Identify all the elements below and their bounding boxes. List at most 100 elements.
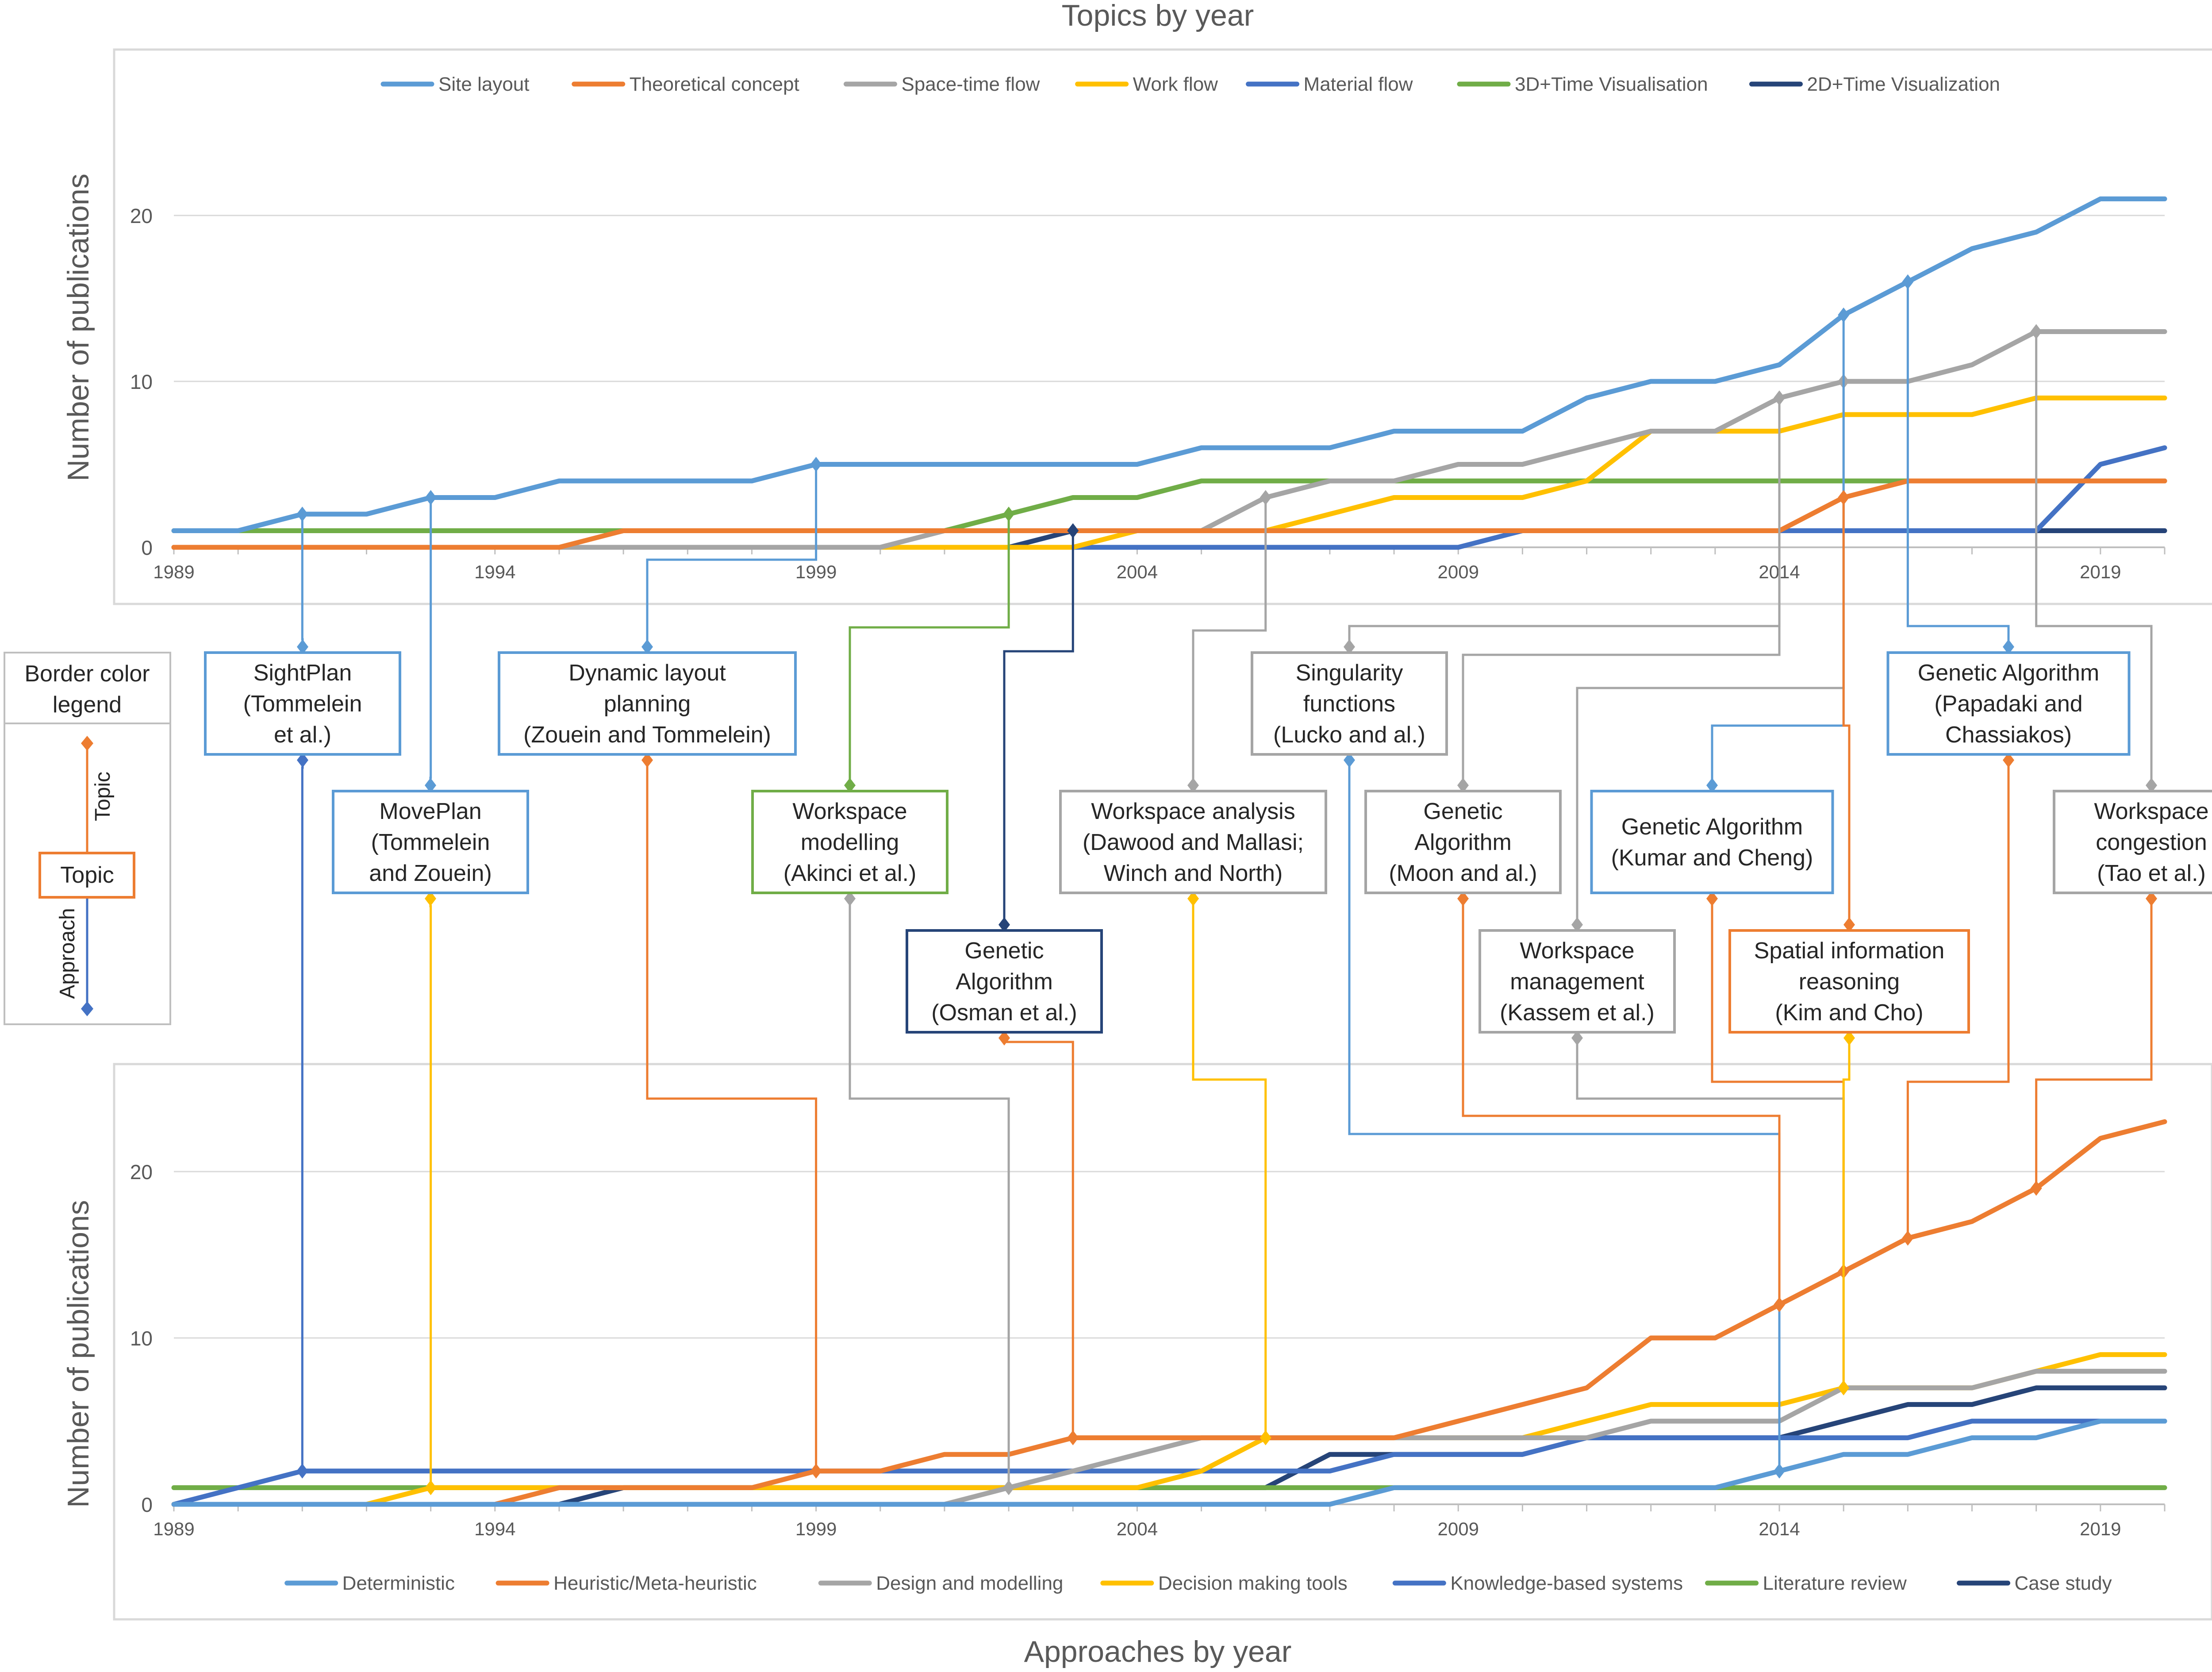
annotation-box-13-line-1: Workspace: [2094, 799, 2208, 824]
annotation-box-3: [498, 651, 797, 756]
connector-bottom-diamond-11: [1838, 1380, 1850, 1395]
connector-box-top-diamond-9: [1571, 917, 1583, 932]
annotation-box-5-line-3: (Osman et al.): [931, 1000, 1077, 1026]
connector-bottom-diamond-3: [810, 1463, 822, 1479]
annotation-box-10-line-1: Genetic Algorithm: [1621, 814, 1803, 840]
connector-bottom-3: [646, 754, 818, 1471]
top-y-tick-label-0: 0: [141, 536, 153, 559]
top-x-tick-label-2004: 2004: [1117, 561, 1158, 582]
connector-bottom-11: [1842, 1032, 1851, 1388]
annotation-box-8: [1364, 790, 1562, 894]
annotation-box-9-line-2: management: [1510, 969, 1644, 995]
connector-top-8: [1462, 398, 1781, 791]
connector-box-top-diamond-11: [1843, 917, 1855, 932]
bottom-series-line-heuristic-meta-heuristic: [171, 1119, 2167, 1507]
connector-bottom-1: [301, 754, 304, 1471]
top-chart-ylabel: Number of publications: [61, 173, 95, 481]
top-y-tick-label-10: 10: [130, 370, 153, 393]
connector-box-bottom-diamond-6: [1187, 891, 1199, 906]
top-legend-label-space-time-flow: Space-time flow: [901, 73, 1040, 95]
bottom-legend-label-case-study: Case study: [2015, 1572, 2112, 1594]
bottom-legend-label-knowledge-based-systems: Knowledge-based systems: [1450, 1572, 1683, 1594]
annotation-box-10: [1590, 790, 1834, 894]
annotation-box-3-line-3: (Zouein and Tommelein): [523, 722, 771, 748]
legend-approach-diamond: [81, 1001, 93, 1016]
annotation-box-4-line-1: Workspace: [792, 799, 907, 824]
annotation-box-7: [1251, 651, 1448, 756]
connector-box-top-diamond-2: [425, 778, 436, 793]
top-x-tick-label-1999: 1999: [795, 561, 837, 582]
annotation-box-8-line-2: Algorithm: [1414, 830, 1512, 855]
annotation-box-11: [1728, 929, 1970, 1034]
connector-box-top-diamond-5: [998, 917, 1010, 932]
annotation-box-9-line-1: Workspace: [1520, 938, 1634, 964]
connector-top-13: [2035, 331, 2153, 791]
annotation-box-11-line-1: Spatial information: [1754, 938, 1945, 964]
bottom-series-line-knowledge-based-systems: [171, 1418, 2167, 1507]
connector-bottom-12: [1906, 754, 2010, 1238]
annotation-box-7-line-2: functions: [1303, 691, 1395, 717]
connector-box-top-diamond-6: [1187, 778, 1199, 793]
bottom-series-line-decision-making-tools: [171, 1352, 2167, 1507]
annotation-box-6-line-2: (Dawood and Mallasi;: [1083, 830, 1304, 855]
top-chart-title: Topics by year: [1062, 0, 1254, 32]
connector-bottom-diamond-13: [2030, 1180, 2042, 1196]
bottom-chart-legend: Deterministic Heuristic/Meta-heuristic Des…: [284, 1572, 2112, 1594]
bottom-x-tick-label-2004: 2004: [1117, 1518, 1158, 1539]
annotation-box-6-line-3: Winch and North): [1104, 861, 1283, 886]
connector-top-diamond-8: [1774, 390, 1786, 406]
annotation-box-1-line-3: et al.): [274, 722, 331, 748]
top-legend-label-work-flow: Work flow: [1133, 73, 1218, 95]
connector-box-bottom-diamond-1: [297, 753, 308, 768]
connector-box-bottom-diamond-7: [1344, 753, 1355, 768]
connector-box-top-diamond-12: [2003, 639, 2014, 654]
connector-box-bottom-diamond-10: [1706, 891, 1718, 906]
annotation-box-3-line-2: planning: [604, 691, 691, 717]
connector-top-diamond-6: [1260, 490, 1271, 505]
top-legend-label-2d-time-visualization: 2D+Time Visualization: [1807, 73, 2000, 95]
connector-bottom-13: [2035, 893, 2153, 1188]
legend-approach-side-label: Approach: [56, 908, 79, 999]
top-legend-label-material-flow: Material flow: [1304, 73, 1413, 95]
bottom-x-tick-label-2019: 2019: [2080, 1518, 2121, 1539]
bottom-chart-ylabel: Number of publications: [61, 1200, 95, 1507]
connector-top-6: [1192, 497, 1267, 791]
connector-bottom-4: [849, 893, 1010, 1488]
annotation-box-9: [1479, 929, 1676, 1034]
connector-box-bottom-diamond-2: [425, 891, 436, 906]
connector-top-diamond-5: [1067, 523, 1079, 538]
top-x-tick-label-2019: 2019: [2080, 561, 2121, 582]
bottom-x-tick-label-1989: 1989: [153, 1518, 194, 1539]
legend-box-title-line1: Border color: [24, 661, 150, 687]
top-series-line-site-layout: [171, 196, 2167, 533]
annotation-box-9-line-3: (Kassem et al.): [1500, 1000, 1655, 1026]
connector-top-diamond-12: [1902, 274, 1914, 289]
connector-box-bottom-diamond-9: [1571, 1030, 1583, 1045]
bottom-legend-label-deterministic: Deterministic: [342, 1572, 455, 1594]
annotation-connectors: [296, 274, 2157, 1495]
top-x-tick-label-1994: 1994: [474, 561, 515, 582]
bottom-y-tick-label-10: 10: [130, 1327, 153, 1350]
annotation-box-11-line-2: reasoning: [1799, 969, 1900, 995]
connector-box-top-diamond-1: [297, 639, 308, 654]
connector-bottom-8: [1462, 893, 1781, 1305]
bottom-series-line-deterministic: [171, 1418, 2167, 1507]
annotation-box-6: [1059, 790, 1327, 894]
top-y-tick-label-20: 20: [130, 204, 153, 227]
connector-box-top-diamond-3: [641, 639, 653, 654]
annotation-box-6-line-1: Workspace analysis: [1091, 799, 1295, 824]
bottom-legend-label-decision-making-tools: Decision making tools: [1158, 1572, 1348, 1594]
bottom-legend-label-heuristic-meta-heuristic: Heuristic/Meta-heuristic: [553, 1572, 757, 1594]
connector-top-diamond-10: [1838, 307, 1850, 323]
connector-top-diamond-13: [2030, 324, 2042, 339]
connector-bottom-diamond-2: [425, 1480, 437, 1495]
top-chart-series: [171, 196, 2167, 550]
annotation-box-13-line-3: (Tao et al.): [2097, 861, 2206, 886]
connector-box-bottom-diamond-5: [998, 1030, 1010, 1045]
connector-bottom-diamond-1: [296, 1463, 308, 1479]
annotation-box-1-line-2: (Tommelein: [243, 691, 362, 717]
annotation-box-13: [2053, 790, 2212, 894]
annotation-box-7-line-1: Singularity: [1296, 660, 1403, 686]
connector-bottom-diamond-4: [1003, 1480, 1015, 1495]
top-chart-legend: Site layout Theoretical concept Space-time…: [380, 73, 2000, 95]
